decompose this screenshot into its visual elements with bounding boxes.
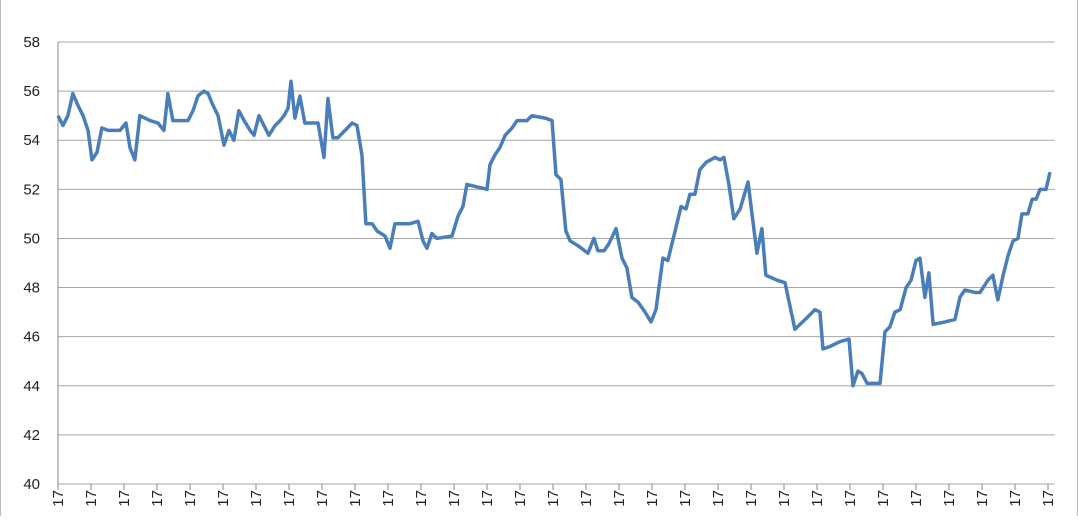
x-tick-label: 17 <box>314 490 331 507</box>
x-tick-label: 17 <box>908 490 925 507</box>
y-tick-label: 56 <box>23 83 40 100</box>
x-tick-label: 17 <box>578 490 595 507</box>
x-tick-label: 17 <box>809 490 826 507</box>
x-tick-label: 17 <box>50 490 67 507</box>
x-tick-label: 17 <box>974 490 991 507</box>
x-tick-label: 17 <box>446 490 463 507</box>
x-tick-label: 17 <box>116 490 133 507</box>
x-tick-label: 17 <box>281 490 298 507</box>
x-tick-label: 17 <box>347 490 364 507</box>
y-tick-label: 58 <box>23 34 40 51</box>
x-tick-label: 17 <box>248 490 265 507</box>
x-tick-label: 17 <box>644 490 661 507</box>
y-tick-label: 42 <box>23 427 40 444</box>
x-tick-label: 17 <box>545 490 562 507</box>
x-tick-label: 17 <box>776 490 793 507</box>
x-tick-label: 17 <box>710 490 727 507</box>
y-tick-label: 50 <box>23 230 40 247</box>
y-tick-label: 40 <box>23 476 40 493</box>
x-tick-label: 17 <box>677 490 694 507</box>
x-tick-label: 17 <box>842 490 859 507</box>
x-tick-label: 17 <box>941 490 958 507</box>
y-tick-label: 54 <box>23 132 40 149</box>
x-tick-label: 17 <box>479 490 496 507</box>
y-tick-label: 48 <box>23 280 40 297</box>
x-tick-label: 17 <box>1007 490 1024 507</box>
x-tick-label: 17 <box>215 490 232 507</box>
x-tick-label: 17 <box>512 490 529 507</box>
x-tick-label: 17 <box>611 490 628 507</box>
data-line <box>56 79 1052 388</box>
y-tick-label: 44 <box>23 378 40 395</box>
y-tick-label: 46 <box>23 329 40 346</box>
x-tick-label: 17 <box>149 490 166 507</box>
x-tick-label: 17 <box>875 490 892 507</box>
x-tick-label: 17 <box>83 490 100 507</box>
x-tick-label: 17 <box>413 490 430 507</box>
x-tick-label: 17 <box>182 490 199 507</box>
y-tick-label: 52 <box>23 181 40 198</box>
x-tick-label: 17 <box>1040 490 1057 507</box>
x-tick-label: 17 <box>380 490 397 507</box>
x-tick-label: 17 <box>743 490 760 507</box>
